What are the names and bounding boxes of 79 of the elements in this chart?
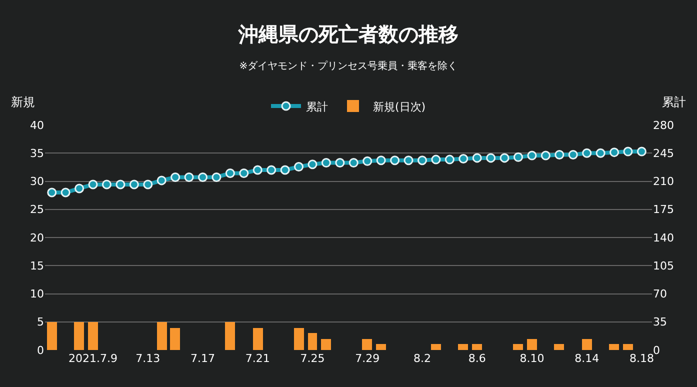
x-tick-label: 7.13 [136, 352, 160, 365]
point [472, 153, 482, 163]
point [610, 148, 620, 158]
legend-label: 新規(日次) [373, 100, 426, 114]
y2-tick-label: 140 [653, 231, 674, 244]
point [458, 154, 468, 164]
point [335, 158, 345, 168]
point [170, 172, 180, 182]
y-tick-label: 30 [30, 175, 44, 188]
point [294, 162, 304, 172]
legend-label: 累計 [306, 100, 328, 114]
y-tick-label: 5 [37, 316, 44, 329]
point [362, 156, 372, 166]
point [527, 150, 537, 160]
point [74, 184, 84, 194]
point [554, 150, 564, 160]
point [129, 180, 139, 190]
point [636, 146, 646, 156]
point [582, 148, 592, 158]
point [88, 180, 98, 190]
y2-tick-label: 0 [653, 344, 660, 357]
x-tick-label: 8.14 [574, 352, 600, 365]
y2-tick-label: 245 [653, 146, 674, 160]
x-tick-label: 7.29 [355, 352, 380, 365]
point [266, 165, 276, 175]
chart-title: 沖縄県の死亡者数の推移 [238, 22, 458, 46]
point [431, 154, 441, 164]
y-tick-label: 0 [37, 344, 44, 357]
y2-tick-label: 70 [653, 288, 667, 301]
y-tick-label: 40 [30, 118, 44, 132]
point [102, 180, 112, 190]
point [116, 180, 126, 190]
point [596, 148, 606, 158]
point [500, 153, 510, 163]
point [239, 168, 249, 178]
point [225, 168, 235, 178]
y2-axis-title: 累計 [662, 95, 686, 109]
y2-tick-label: 280 [653, 118, 674, 132]
point [184, 172, 194, 182]
y2-tick-label: 105 [653, 259, 674, 272]
point [198, 172, 208, 182]
point [156, 176, 166, 186]
y-tick-label: 35 [30, 146, 44, 160]
x-tick-label: 8.10 [520, 352, 544, 365]
point [514, 152, 523, 162]
x-tick-label: 7.17 [190, 352, 215, 365]
y2-tick-label: 175 [653, 203, 674, 216]
y-tick-label: 10 [30, 288, 44, 301]
point [252, 165, 262, 175]
point [417, 156, 427, 166]
point [404, 156, 414, 166]
x-tick-label: 8.6 [468, 352, 486, 365]
point [568, 150, 578, 160]
point [308, 160, 318, 170]
x-tick-label: 7.21 [245, 352, 270, 365]
x-tick-label: 7.25 [300, 352, 325, 365]
point [60, 188, 70, 198]
chart-subtitle: ※ダイヤモンド・プリンセス号乗員・乗客を除く [239, 60, 458, 72]
y-tick-label: 15 [30, 259, 44, 272]
point [623, 146, 633, 156]
y-tick-label: 25 [30, 203, 44, 216]
point [486, 153, 496, 163]
x-tick-label: 2021.7.9 [68, 352, 118, 365]
point [376, 156, 386, 166]
point [540, 150, 550, 160]
x-tick-label: 8.2 [413, 352, 431, 365]
x-tick-label: 8.18 [629, 352, 654, 365]
point [280, 165, 290, 175]
y-tick-label: 20 [30, 231, 44, 244]
y-axis-title: 新規 [11, 95, 35, 109]
point [348, 158, 358, 168]
y2-tick-label: 35 [653, 316, 667, 329]
point [321, 158, 331, 168]
point [47, 188, 57, 198]
point [390, 156, 400, 166]
point [143, 180, 153, 190]
point [212, 172, 222, 182]
point [444, 154, 454, 164]
y2-tick-label: 210 [653, 175, 674, 188]
